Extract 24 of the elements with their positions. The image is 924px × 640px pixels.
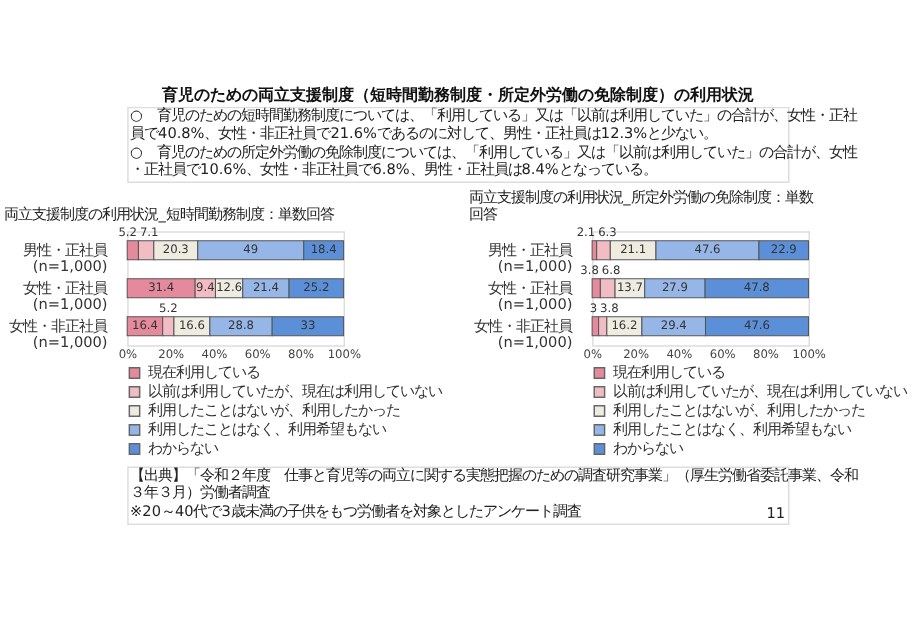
legend-label: 利用したことはないが、利用したかった — [612, 401, 865, 420]
y-tick-label: 男性・正社員 (n=1,000) — [488, 240, 573, 275]
text: ○ 育児のための所定外労働の免除制度については、「利用している」又は「以前は利用していた」の合計が、女性・正社員で10.6%、女性・非正社員で6.8%、男性・正社員は8.4%となっている。 — [130, 142, 857, 179]
legend-label: わからない — [147, 439, 218, 458]
text: ○ 育児のための短時間勤務制度については、「利用している」又は「以前は利用していた」の合計が、女性・正社員で40.8%、女性・非正社員で21.6%であるのに対して、男性・正社員は12.3%と少ない。 — [130, 106, 857, 142]
legend-label: 現在利用している — [612, 363, 725, 382]
y-tick-label: 男性・正社員 (n=1,000) — [23, 240, 108, 275]
legend-label: わからない — [612, 439, 683, 458]
y-tick-label: 女性・非正社員 (n=1,000) — [9, 316, 108, 351]
legend-label: 以前は利用していたが、現在は利用していない — [147, 382, 442, 401]
text: 【出典】「令和２年度 仕事と育児等の両立に関する実態把握のための調査研究事業」（厚生労働省委託事業、令和３年３月）労働者調査 — [130, 465, 859, 502]
text: 11 — [766, 503, 786, 522]
chart-title: 両立支援制度の利用状況_短時間勤務制度：単数回答 — [4, 205, 334, 224]
legend-label: 利用したことはなく、利用希望もない — [612, 420, 851, 439]
legend-label: 現在利用している — [147, 363, 260, 382]
y-tick-label: 女性・正社員 (n=1,000) — [23, 278, 108, 313]
y-tick-label: 女性・正社員 (n=1,000) — [488, 278, 573, 313]
text: ※20～40代で3歳未満の子供をもつ労働者を対象としたアンケート調査 — [130, 502, 581, 521]
bar — [591, 316, 600, 337]
chart-title: 両立支援制度の利用状況_所定外労働の免除制度：単数回答 — [469, 187, 813, 224]
legend-label: 利用したことはなく、利用希望もない — [147, 420, 386, 439]
legend-label: 利用したことはないが、利用したかった — [147, 401, 400, 420]
legend-label: 以前は利用していたが、現在は利用していない — [612, 382, 907, 401]
y-tick-label: 女性・非正社員 (n=1,000) — [474, 316, 573, 351]
